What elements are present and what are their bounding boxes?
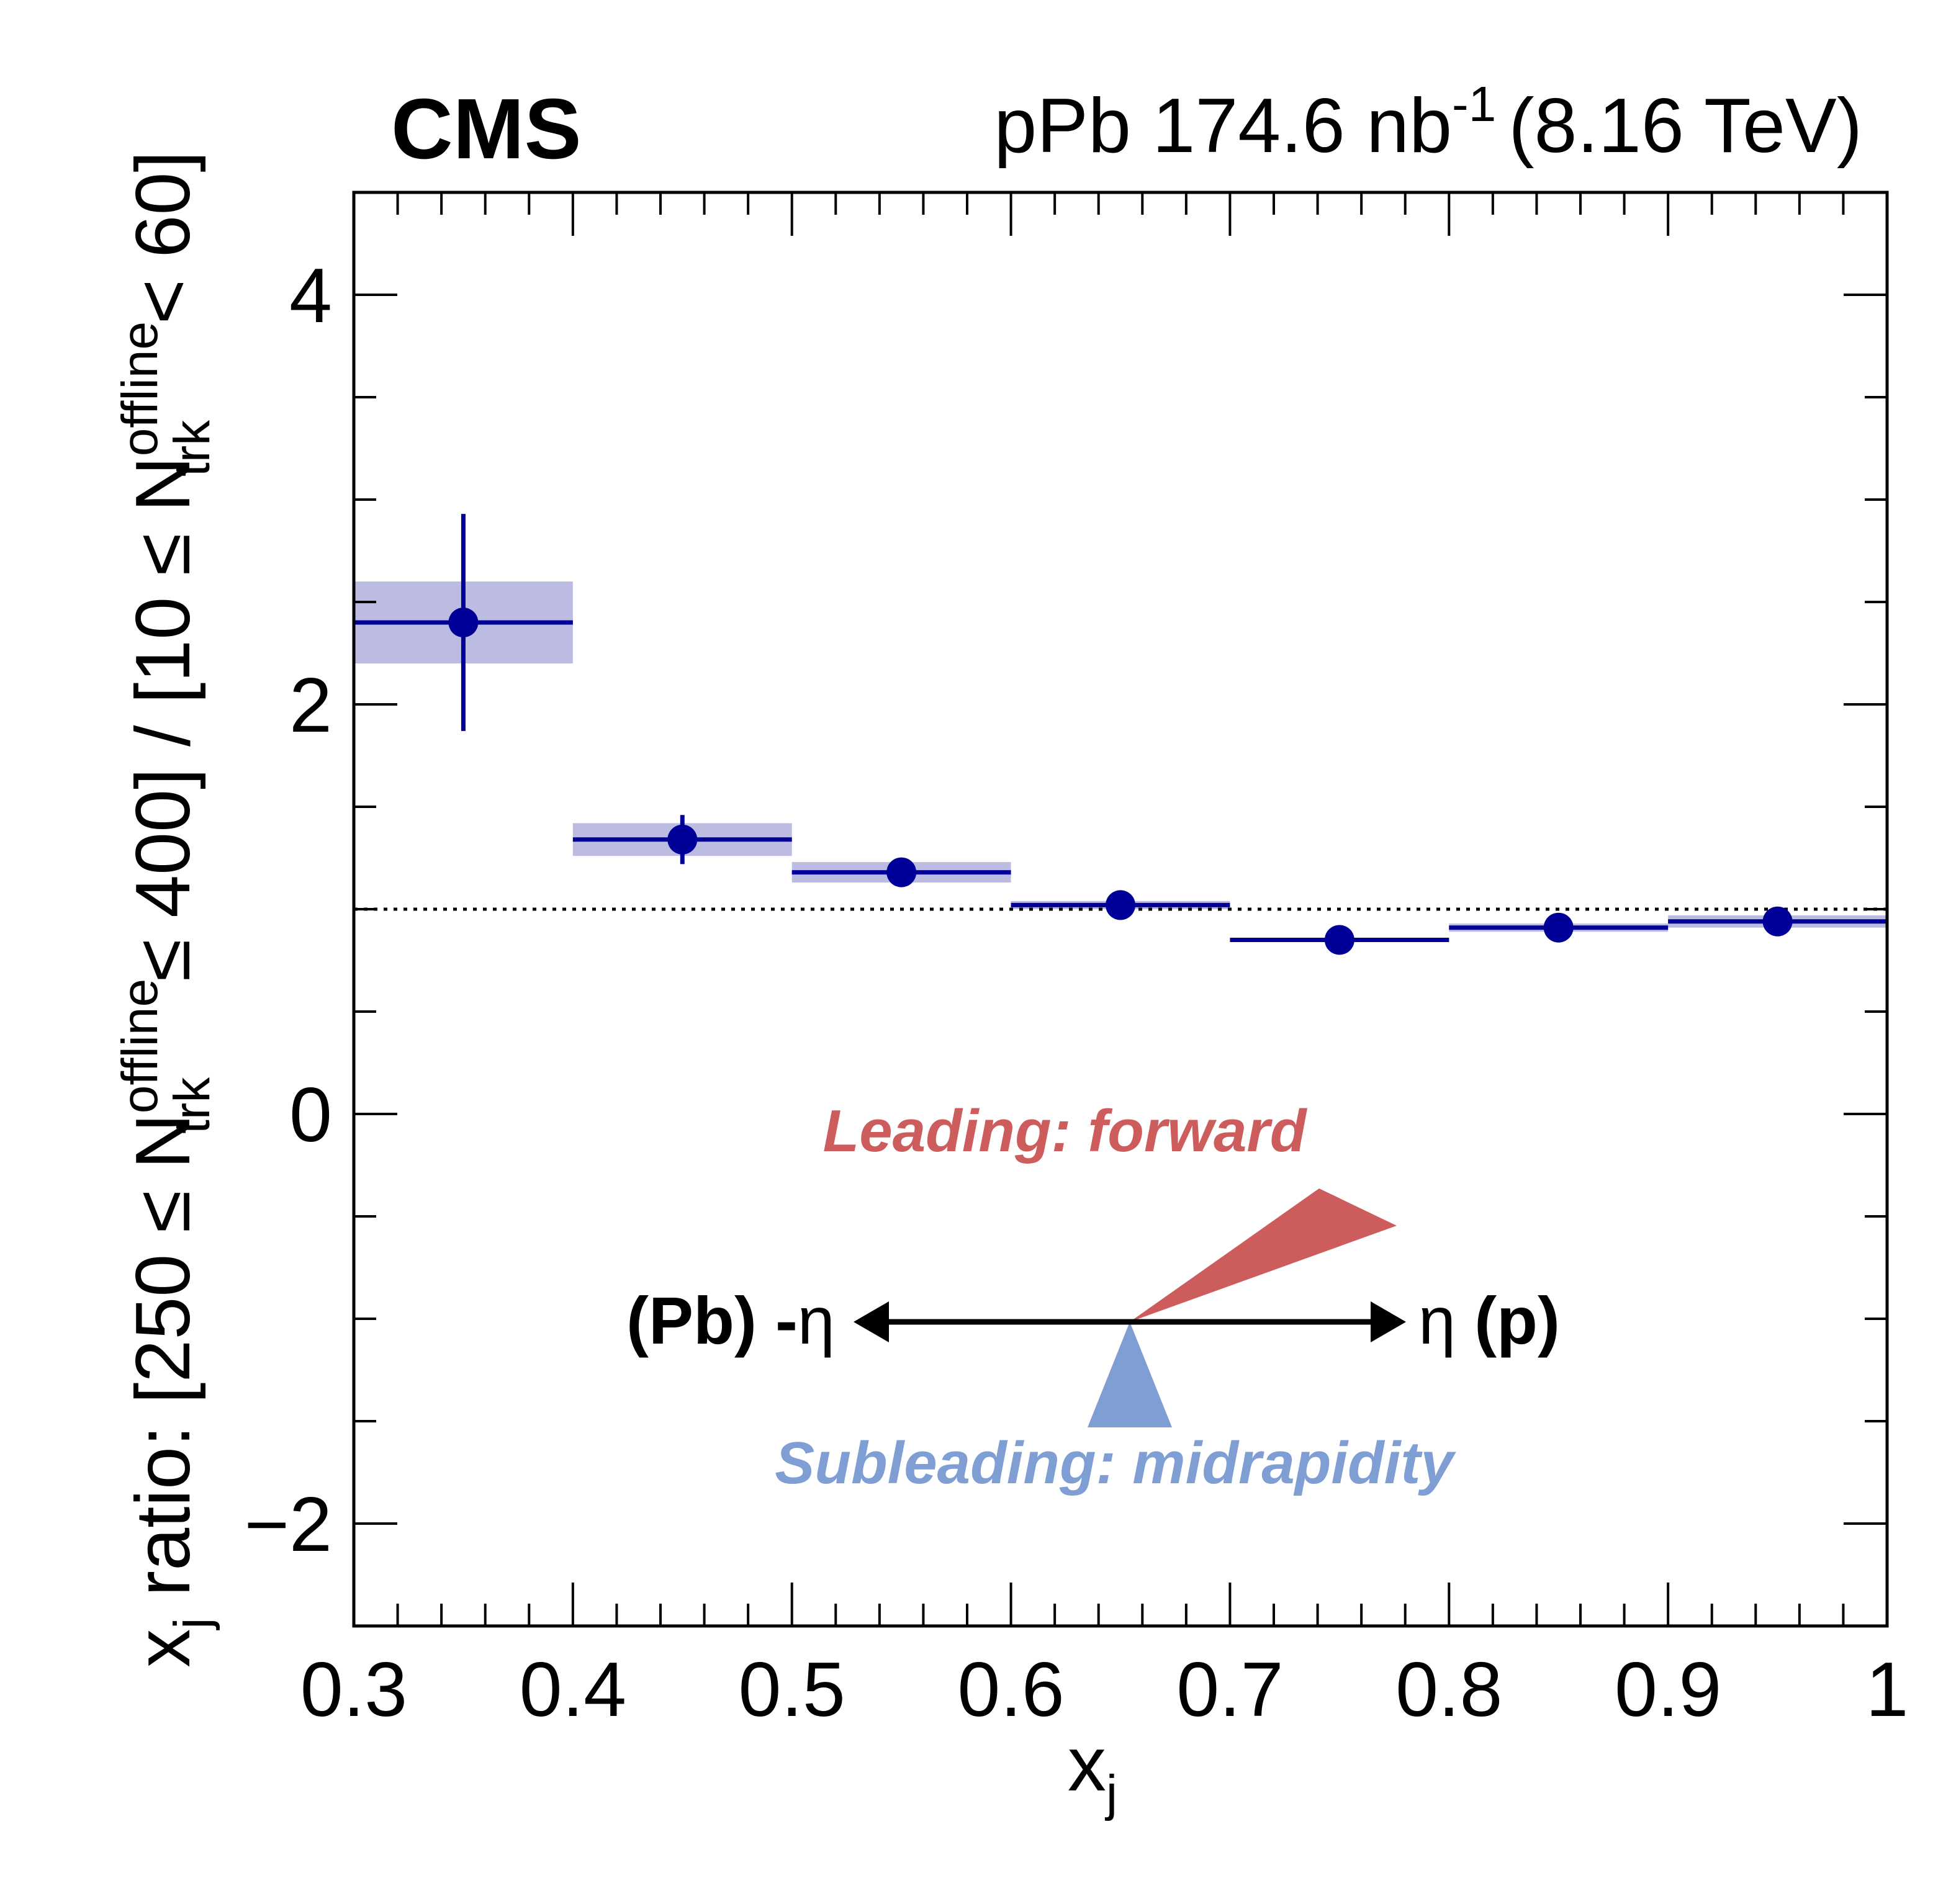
subleading-label: Subleading: midrapidity bbox=[775, 1430, 1456, 1496]
data-point-0 bbox=[448, 608, 479, 637]
dataset-energy: (8.16 TeV) bbox=[1508, 83, 1862, 169]
x-tick-label-3: 0.6 bbox=[957, 1647, 1064, 1733]
data-point-5 bbox=[1543, 912, 1574, 943]
data-point-3 bbox=[1106, 890, 1135, 920]
x-tick-labels: 0.3 0.4 0.5 0.6 0.7 0.8 0.9 1 bbox=[300, 1647, 1909, 1733]
x-tick-label-6: 0.9 bbox=[1615, 1647, 1721, 1733]
y-tick-label-2: 2 bbox=[289, 663, 332, 748]
leading-jet-cone bbox=[1130, 1188, 1397, 1322]
y-tick-label-3: 4 bbox=[289, 253, 332, 339]
experiment-label: CMS bbox=[391, 81, 582, 177]
dataset-label: pPb 174.6 nb-1 (8.16 TeV) bbox=[994, 76, 1862, 169]
y-tick-label-1: 0 bbox=[289, 1072, 332, 1158]
x-tick-label-1: 0.4 bbox=[520, 1647, 626, 1733]
x-axis-title: xj bbox=[1068, 1722, 1117, 1821]
y-axis-title: xj ratio: [250 ≤ Nofflinetrk ≤ 400] / [1… bbox=[112, 151, 220, 1668]
data-point-2 bbox=[886, 857, 917, 887]
error-bars bbox=[354, 514, 1887, 945]
y-tick-labels: −2 0 2 4 bbox=[245, 253, 332, 1568]
p-direction-label: η (p) bbox=[1418, 1283, 1560, 1358]
axis-ticks bbox=[353, 191, 1888, 1627]
data-point-4 bbox=[1324, 925, 1354, 955]
data-markers bbox=[448, 608, 1793, 955]
leading-label: Leading: forward bbox=[823, 1098, 1308, 1164]
y-tick-label-0: −2 bbox=[245, 1482, 332, 1568]
x-tick-label-0: 0.3 bbox=[300, 1647, 407, 1733]
x-tick-label-7: 1 bbox=[1866, 1647, 1909, 1733]
pb-direction-label: (Pb) -η bbox=[626, 1283, 835, 1358]
systematic-bands bbox=[354, 582, 1887, 942]
x-tick-label-4: 0.7 bbox=[1176, 1647, 1283, 1733]
x-tick-label-2: 0.5 bbox=[739, 1647, 845, 1733]
x-axis-title-sub: j bbox=[1105, 1765, 1117, 1821]
subleading-jet-cone bbox=[1088, 1322, 1172, 1427]
data-point-6 bbox=[1762, 906, 1793, 936]
data-point-1 bbox=[667, 824, 698, 855]
dataset-exponent: -1 bbox=[1452, 76, 1496, 132]
x-tick-label-5: 0.8 bbox=[1395, 1647, 1502, 1733]
right-arrow-head bbox=[1371, 1301, 1406, 1342]
left-arrow-head bbox=[854, 1301, 889, 1342]
